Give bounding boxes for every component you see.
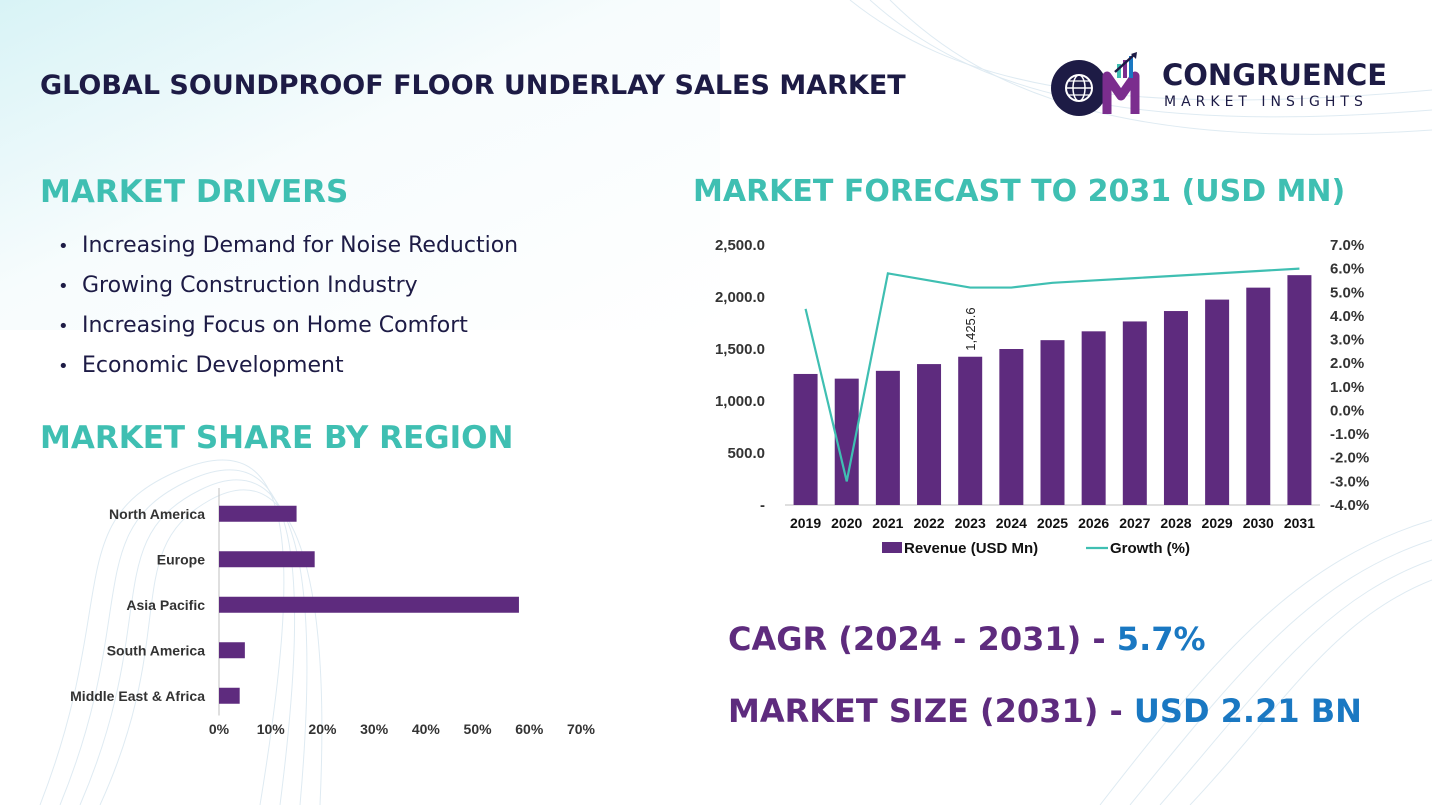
driver-text: Increasing Demand for Noise Reduction (82, 233, 519, 258)
bar (219, 687, 240, 704)
list-item: • Economic Development (58, 349, 518, 389)
cagr-kpi: CAGR (2024 - 2031) - 5.7% (728, 620, 1206, 658)
y-right-tick-label: 4.0% (1330, 308, 1364, 325)
bullet-icon: • (58, 316, 69, 337)
cagr-label: CAGR (2024 - 2031) (728, 620, 1082, 658)
x-tick-label: 2026 (1078, 515, 1109, 531)
x-tick-label: 60% (515, 721, 544, 737)
category-label: South America (107, 642, 205, 658)
x-tick-label: 2023 (955, 515, 986, 531)
x-tick-label: 2031 (1284, 515, 1315, 531)
growth-line (804, 267, 1300, 482)
y-right-tick-label: 0.0% (1330, 402, 1364, 419)
cagr-value: 5.7% (1116, 620, 1206, 658)
y-left-tick-label: 1,500.0 (715, 341, 765, 358)
category-label: Europe (157, 551, 205, 567)
x-tick-label: 2019 (790, 515, 821, 531)
y-right-tick-label: -2.0% (1330, 450, 1369, 467)
revenue-bar (1122, 321, 1147, 505)
revenue-bar (1246, 287, 1271, 505)
revenue-bar (1163, 311, 1188, 505)
revenue-bar (1081, 331, 1106, 505)
y-right-tick-label: 7.0% (1330, 237, 1364, 254)
drivers-heading: MARKET DRIVERS (40, 174, 349, 210)
x-tick-label: 0% (209, 721, 230, 737)
y-right-tick-label: 6.0% (1330, 261, 1364, 278)
x-tick-label: 2025 (1037, 515, 1068, 531)
y-right-tick-label: 2.0% (1330, 355, 1364, 372)
revenue-bar (999, 349, 1024, 505)
bullet-icon: • (58, 236, 69, 257)
y-left-tick-label: 1,000.0 (715, 393, 765, 410)
revenue-bar (1205, 299, 1230, 505)
x-tick-label: 10% (257, 721, 286, 737)
globe-chart-logo-icon (1051, 52, 1140, 116)
y-right-tick-label: 5.0% (1330, 284, 1364, 301)
legend-swatch-revenue (882, 542, 902, 553)
x-tick-label: 2021 (872, 515, 903, 531)
revenue-bar (875, 370, 900, 505)
revenue-bar (1287, 275, 1312, 505)
cagr-separator: - (1081, 620, 1117, 658)
legend-label-growth: Growth (%) (1110, 540, 1190, 557)
category-label: Asia Pacific (126, 597, 205, 613)
driver-text: Growing Construction Industry (82, 273, 418, 298)
x-tick-label: 2020 (831, 515, 862, 531)
y-left-tick-label: 2,500.0 (715, 237, 765, 254)
data-label: 1,425.6 (963, 307, 978, 350)
forecast-heading: MARKET FORECAST TO 2031 (USD MN) (693, 174, 1346, 209)
bullet-icon: • (58, 356, 69, 377)
bullet-icon: • (58, 276, 69, 297)
revenue-bar (917, 364, 942, 505)
list-item: • Growing Construction Industry (58, 269, 518, 309)
bar (219, 505, 297, 522)
page-title: GLOBAL SOUNDPROOF FLOOR UNDERLAY SALES M… (40, 70, 906, 101)
x-tick-label: 70% (567, 721, 596, 737)
category-label: Middle East & Africa (70, 688, 205, 704)
y-left-tick-label: 2,000.0 (715, 289, 765, 306)
category-label: North America (109, 506, 205, 522)
market-size-kpi: MARKET SIZE (2031) - USD 2.21 BN (728, 692, 1362, 730)
y-right-tick-label: -4.0% (1330, 497, 1369, 514)
x-tick-label: 2027 (1119, 515, 1150, 531)
x-tick-label: 40% (412, 721, 441, 737)
bar (219, 596, 519, 613)
x-tick-label: 2029 (1202, 515, 1233, 531)
logo-name: CONGRUENCE (1162, 58, 1388, 92)
driver-text: Economic Development (82, 353, 344, 378)
x-tick-label: 2028 (1160, 515, 1191, 531)
market-size-value: USD 2.21 BN (1133, 692, 1362, 730)
list-item: • Increasing Demand for Noise Reduction (58, 229, 518, 269)
market-size-separator: - (1098, 692, 1134, 730)
driver-text: Increasing Focus on Home Comfort (82, 313, 468, 338)
region-heading: MARKET SHARE BY REGION (40, 420, 514, 456)
y-right-tick-label: 3.0% (1330, 332, 1364, 349)
bar (219, 551, 315, 568)
market-size-label: MARKET SIZE (2031) (728, 692, 1099, 730)
legend-label-revenue: Revenue (USD Mn) (904, 540, 1038, 557)
drivers-list: • Increasing Demand for Noise Reduction •… (58, 229, 518, 389)
y-left-tick-label: 500.0 (727, 445, 765, 462)
x-tick-label: 2030 (1243, 515, 1274, 531)
revenue-bar (793, 373, 818, 505)
forecast-combo-chart: - 500.0 1,000.0 1,500.0 2,000.0 2,500.0 -4.0% -… (715, 237, 1369, 557)
bar (219, 642, 245, 659)
list-item: • Increasing Focus on Home Comfort (58, 309, 518, 349)
y-right-tick-label: -3.0% (1330, 473, 1369, 490)
y-right-tick-label: -1.0% (1330, 426, 1369, 443)
y-right-tick-label: 1.0% (1330, 379, 1364, 396)
x-tick-label: 2022 (913, 515, 944, 531)
x-tick-label: 2024 (996, 515, 1027, 531)
region-bar-chart: North America Europe Asia Pacific South Ame… (70, 488, 596, 737)
x-tick-label: 50% (464, 721, 493, 737)
revenue-bar (958, 356, 983, 505)
logo-subtitle: MARKET INSIGHTS (1164, 94, 1368, 110)
revenue-bar (1040, 340, 1065, 505)
x-tick-label: 20% (308, 721, 337, 737)
x-tick-label: 30% (360, 721, 389, 737)
y-left-tick-label: - (760, 497, 765, 514)
